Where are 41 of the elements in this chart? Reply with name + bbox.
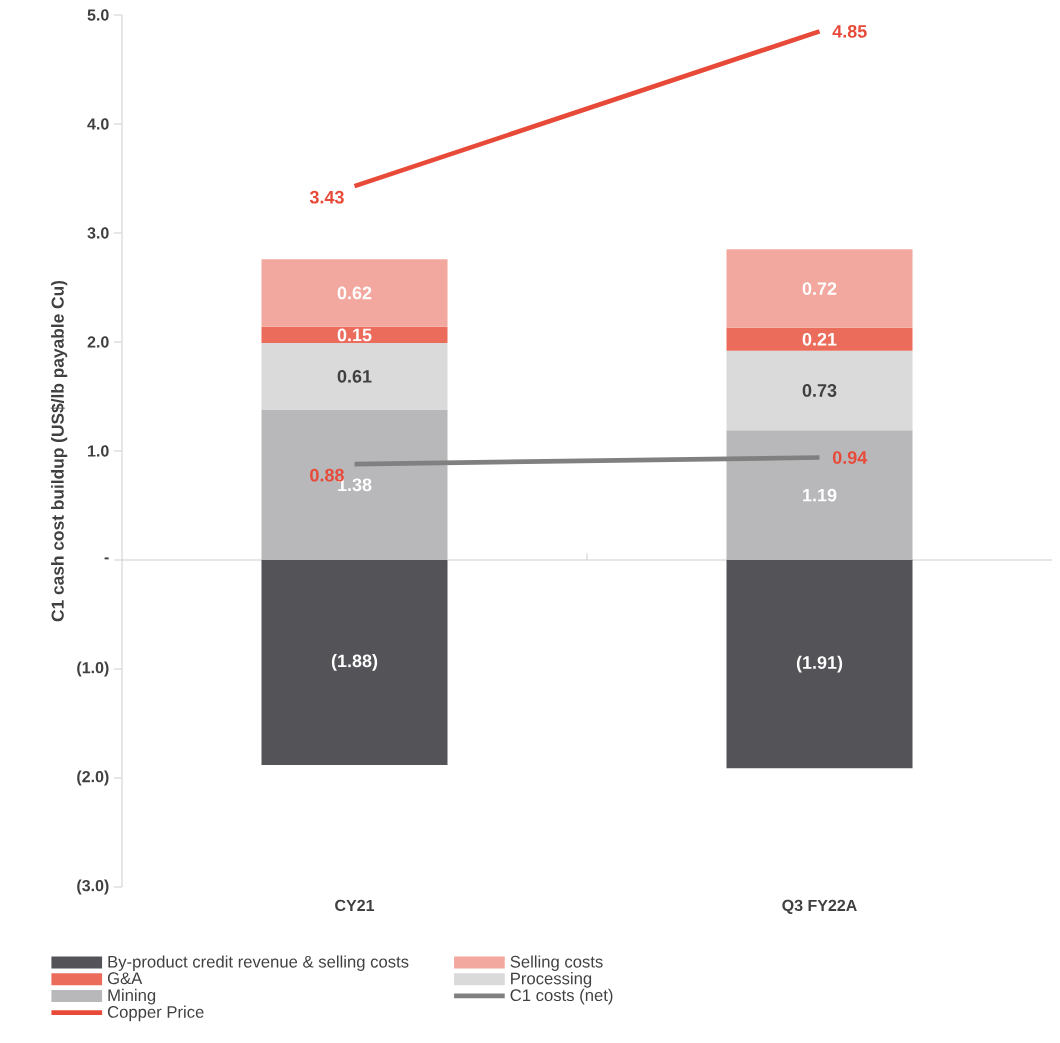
y-tick-label: 1.0 xyxy=(88,445,109,457)
data-label: (1.91) xyxy=(796,655,843,673)
data-label: 0.15 xyxy=(337,328,372,342)
bar xyxy=(261,560,448,765)
bar xyxy=(261,343,448,410)
legend-label: G&A xyxy=(107,972,143,985)
bar xyxy=(726,249,913,328)
data-label: 0.21 xyxy=(802,332,837,346)
legend-label: Mining xyxy=(108,988,156,1005)
y-tick-label: 5.0 xyxy=(87,9,109,21)
data-label: 4.85 xyxy=(832,24,867,38)
data-label: 0.94 xyxy=(832,451,868,464)
bar xyxy=(261,409,448,560)
bar xyxy=(726,430,913,560)
legend-label: By-product credit revenue & selling costs xyxy=(108,955,409,971)
legend-label: C1 costs (net) xyxy=(510,988,613,1005)
data-label: 1.19 xyxy=(803,488,837,502)
data-label: (1.88) xyxy=(331,654,378,671)
bar xyxy=(726,350,913,431)
x-tick-label: Q3 FY22A xyxy=(782,899,857,915)
y-tick-label: (2.0) xyxy=(77,770,109,786)
y-tick-label: 2.0 xyxy=(87,336,109,348)
data-label: 0.72 xyxy=(802,282,837,295)
y-tick-label: (1.0) xyxy=(77,661,109,677)
data-label: 0.61 xyxy=(337,369,372,383)
bar xyxy=(726,560,913,769)
legend-label: Copper Price xyxy=(107,1005,204,1022)
bar xyxy=(261,326,448,344)
y-tick-label: - xyxy=(104,557,109,560)
legend-label: Processing xyxy=(511,972,592,988)
y-axis-title: C1 cash cost buildup (US$/lb payable Cu) xyxy=(50,280,68,622)
bar xyxy=(726,327,913,351)
y-tick-label: (3.0) xyxy=(77,879,109,895)
bar xyxy=(261,259,448,327)
y-tick-label: 3.0 xyxy=(87,227,109,239)
legend-label: Selling costs xyxy=(510,955,603,971)
y-tick-label: 4.0 xyxy=(87,118,109,130)
data-label: 3.43 xyxy=(309,190,344,204)
data-label: 0.73 xyxy=(802,384,837,397)
x-tick-label: CY21 xyxy=(335,899,375,912)
data-label: 0.62 xyxy=(337,286,372,300)
